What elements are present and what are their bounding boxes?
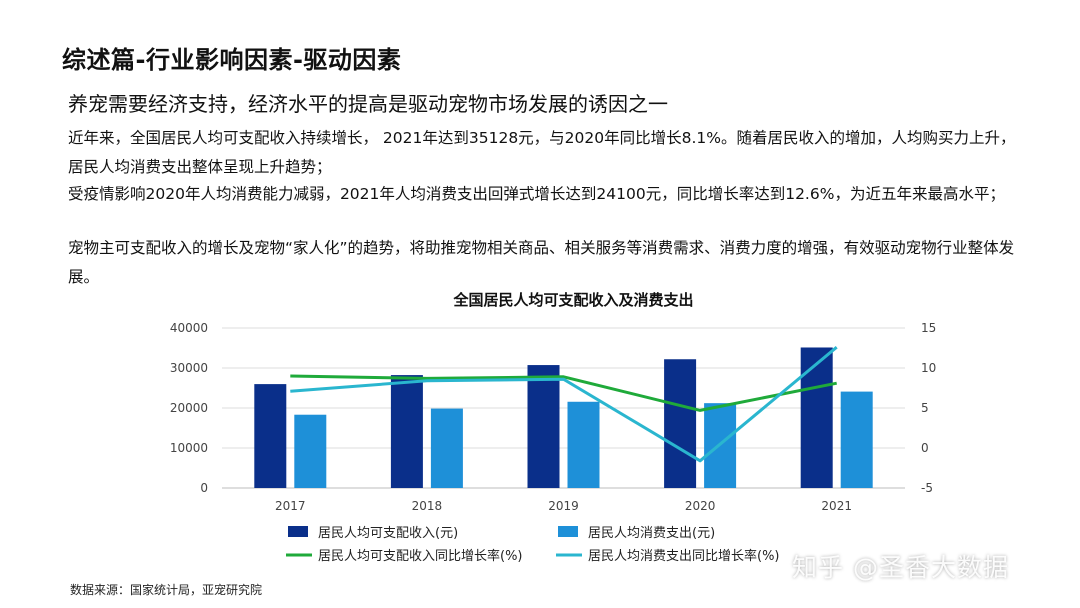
slide-heading: 综述篇-行业影响因素-驱动因素 bbox=[62, 46, 402, 74]
y-left-tick-label: 20000 bbox=[170, 401, 208, 415]
bar-consumption-2021 bbox=[840, 391, 873, 488]
legend-label: 居民人均可支配收入(元) bbox=[318, 526, 458, 541]
x-tick-label: 2018 bbox=[412, 499, 443, 513]
legend-label: 居民人均消费支出(元) bbox=[588, 526, 715, 541]
x-tick-label: 2019 bbox=[548, 499, 579, 513]
slide-subheading: 养宠需要经济支持，经济水平的提高是驱动宠物市场发展的诱因之一 bbox=[68, 92, 668, 116]
bar-consumption-2017 bbox=[294, 414, 327, 488]
chart-area: 全国居民人均可支配收入及消费支出 0 10000 20000 30000 40000 -5 0… bbox=[0, 280, 1080, 608]
paragraph-pet-trend: 宠物主可支配收入的增长及宠物“家人化”的趋势，将助推宠物相关商品、相关服务等消费… bbox=[68, 239, 1015, 286]
paragraph-income: 近年来，全国居民人均可支配收入持续增长， 2021年达到35128元，与2020… bbox=[68, 129, 1016, 176]
x-tick-label: 2017 bbox=[275, 499, 306, 513]
watermark: 知乎 @圣香大数据 bbox=[792, 553, 1009, 582]
bar-income-2017 bbox=[254, 384, 287, 488]
paragraph-consumption: 受疫情影响2020年人均消费能力减弱，2021年人均消费支出回弹式增长达到241… bbox=[68, 185, 1005, 203]
y-left-tick-label: 10000 bbox=[170, 441, 208, 455]
y-right-tick-label: 0 bbox=[921, 441, 929, 455]
legend-swatch bbox=[558, 526, 578, 537]
income-consumption-chart: 全国居民人均可支配收入及消费支出 0 10000 20000 30000 40000 -5 0… bbox=[170, 291, 936, 564]
bar-income-2020 bbox=[664, 359, 697, 488]
x-tick-label: 2021 bbox=[821, 499, 852, 513]
line-income-growth bbox=[290, 374, 837, 412]
y-left-tick-label: 30000 bbox=[170, 361, 208, 375]
bar-income-2018 bbox=[390, 375, 423, 488]
y-left-tick-label: 0 bbox=[200, 481, 208, 495]
bar-consumption-2019 bbox=[567, 401, 600, 488]
bar-income-2021 bbox=[800, 347, 833, 488]
y-right-tick-label: 15 bbox=[921, 321, 936, 335]
legend-label: 居民人均可支配收入同比增长率(%) bbox=[318, 548, 523, 564]
y-right-tick-label: 5 bbox=[921, 401, 929, 415]
x-tick-label: 2020 bbox=[685, 499, 716, 513]
chart-title: 全国居民人均可支配收入及消费支出 bbox=[452, 291, 693, 309]
y-left-tick-label: 40000 bbox=[170, 321, 208, 335]
bar-income-2019 bbox=[527, 365, 560, 488]
y-right-tick-label: 10 bbox=[921, 361, 936, 375]
data-source: 数据来源：国家统计局，亚宠研究院 bbox=[70, 583, 263, 597]
legend-label: 居民人均消费支出同比增长率(%) bbox=[588, 548, 780, 564]
line-consumption-growth bbox=[290, 346, 838, 463]
bar-consumption-2018 bbox=[430, 408, 463, 488]
y-right-tick-label: -5 bbox=[921, 481, 933, 495]
legend-swatch bbox=[288, 526, 308, 537]
